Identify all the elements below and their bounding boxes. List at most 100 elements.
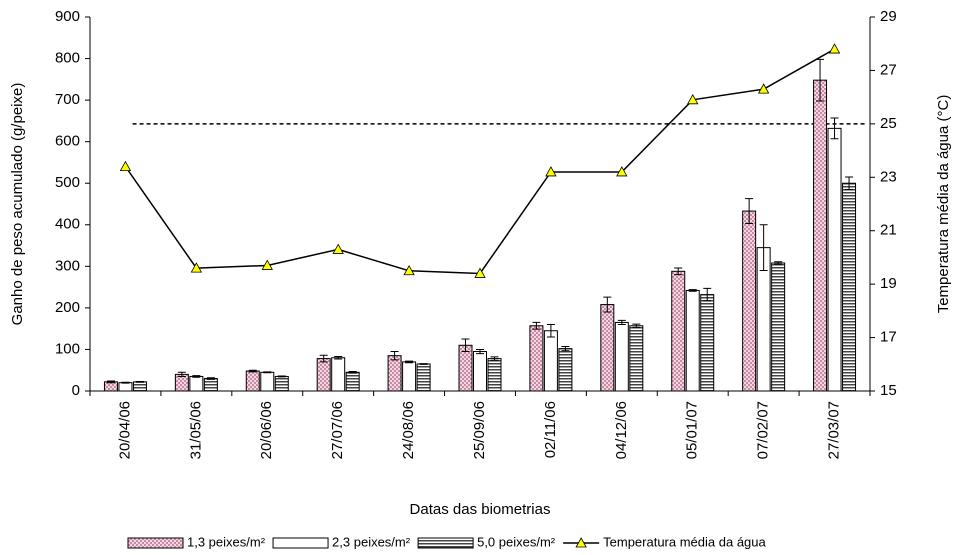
y-tick-label: 100 bbox=[55, 340, 80, 357]
error-bar bbox=[277, 375, 286, 378]
bar bbox=[331, 357, 346, 392]
bar bbox=[203, 378, 218, 392]
x-tick-label: 27/07/06 bbox=[329, 401, 346, 459]
error-bar bbox=[745, 198, 754, 225]
bar bbox=[629, 325, 644, 392]
y-tick-label: 700 bbox=[55, 91, 80, 108]
bar bbox=[118, 382, 133, 392]
error-bar bbox=[703, 287, 712, 302]
error-bar bbox=[390, 351, 399, 361]
marker bbox=[332, 243, 344, 254]
error-bar bbox=[532, 321, 541, 330]
error-bar bbox=[348, 370, 357, 374]
bar bbox=[103, 381, 118, 392]
x-tick-label: 05/01/07 bbox=[684, 401, 701, 459]
y2-axis-title: Temperatura média da água (°C) bbox=[935, 95, 952, 314]
x-tick-label: 31/05/06 bbox=[187, 401, 204, 459]
bar bbox=[416, 363, 431, 392]
marker bbox=[403, 264, 415, 276]
x-tick-label: 20/04/06 bbox=[116, 401, 133, 459]
bar bbox=[685, 289, 700, 392]
marker bbox=[474, 267, 486, 278]
bar bbox=[473, 351, 487, 392]
y2-tick-label: 17 bbox=[880, 329, 897, 346]
bar bbox=[487, 358, 502, 392]
error-bar bbox=[774, 261, 783, 265]
error-bar bbox=[688, 289, 697, 292]
error-bar bbox=[617, 319, 626, 326]
x-tick-label: 04/12/06 bbox=[613, 401, 630, 459]
bar bbox=[827, 127, 842, 392]
error-bar bbox=[674, 267, 683, 276]
bar bbox=[274, 375, 289, 392]
x-tick-label: 24/08/06 bbox=[400, 401, 417, 459]
marker bbox=[828, 43, 841, 54]
error-bar bbox=[759, 224, 768, 271]
legend-marker bbox=[575, 537, 587, 548]
error-bar bbox=[476, 348, 484, 355]
legend-label: 1,3 peixes/m² bbox=[187, 534, 266, 549]
x-tick-label: 07/02/07 bbox=[755, 401, 772, 459]
y-tick-label: 900 bbox=[55, 8, 80, 25]
error-bar bbox=[561, 346, 570, 352]
bar bbox=[543, 330, 558, 392]
error-bar bbox=[419, 363, 428, 365]
y-tick-label: 600 bbox=[55, 133, 80, 150]
bar bbox=[132, 381, 147, 392]
bar bbox=[387, 355, 402, 392]
error-bar bbox=[106, 380, 115, 384]
error-bar bbox=[248, 369, 257, 373]
error-bar bbox=[135, 380, 144, 383]
bar bbox=[614, 321, 629, 392]
legend-swatch bbox=[272, 537, 329, 549]
y2-tick-label: 15 bbox=[880, 382, 897, 399]
error-bar bbox=[334, 356, 343, 360]
bar bbox=[842, 182, 857, 392]
y-axis-title: Ganho de peso acumulado (g/peixe) bbox=[9, 83, 26, 326]
x-tick-label: 27/03/07 bbox=[826, 401, 843, 459]
line bbox=[124, 48, 835, 275]
bar bbox=[771, 262, 786, 392]
bar bbox=[458, 344, 473, 392]
legend-label: 2,3 peixes/m² bbox=[332, 534, 411, 549]
x-tick-label: 20/06/06 bbox=[258, 401, 275, 459]
bar bbox=[402, 361, 417, 392]
legend-swatch bbox=[127, 537, 184, 549]
y2-tick-label: 23 bbox=[880, 168, 897, 185]
y2-tick-label: 19 bbox=[880, 275, 897, 292]
bar bbox=[813, 79, 828, 392]
x-tick-label: 25/09/06 bbox=[471, 401, 488, 459]
bar bbox=[245, 370, 260, 392]
marker bbox=[687, 93, 699, 105]
bar bbox=[558, 348, 573, 392]
error-bar bbox=[490, 356, 499, 361]
bar bbox=[700, 294, 715, 392]
bar bbox=[742, 210, 757, 392]
y-tick-label: 0 bbox=[72, 382, 80, 399]
marker bbox=[545, 166, 557, 177]
marker bbox=[261, 259, 273, 270]
bar bbox=[600, 304, 615, 392]
y2-tick-label: 21 bbox=[880, 222, 897, 239]
legend-label: 5,0 peixes/m² bbox=[477, 534, 556, 549]
x-tick-label: 02/11/06 bbox=[542, 401, 559, 458]
legend-label: Temperatura média da água bbox=[603, 534, 766, 549]
error-bar bbox=[546, 324, 555, 338]
error-bar bbox=[632, 323, 641, 328]
error-bar bbox=[461, 338, 470, 353]
y-tick-label: 400 bbox=[55, 216, 80, 233]
error-bar bbox=[603, 296, 612, 313]
y2-tick-label: 25 bbox=[880, 115, 897, 132]
y-tick-label: 200 bbox=[55, 299, 80, 316]
marker bbox=[190, 262, 203, 273]
error-bar bbox=[192, 375, 201, 378]
marker bbox=[616, 166, 628, 177]
error-bar bbox=[405, 360, 414, 364]
marker bbox=[119, 160, 132, 171]
legend-swatch bbox=[417, 537, 474, 549]
error-bar bbox=[121, 381, 130, 384]
bar bbox=[316, 358, 331, 392]
error-bar bbox=[830, 117, 839, 140]
x-axis-title: Datas das biometrias bbox=[410, 501, 551, 518]
